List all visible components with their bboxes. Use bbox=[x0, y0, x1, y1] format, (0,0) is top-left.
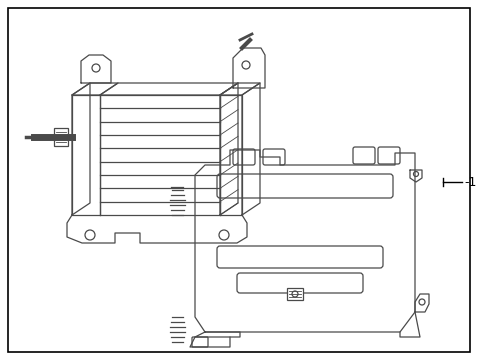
FancyBboxPatch shape bbox=[263, 149, 285, 165]
FancyBboxPatch shape bbox=[353, 147, 375, 164]
FancyBboxPatch shape bbox=[233, 149, 255, 165]
FancyBboxPatch shape bbox=[237, 273, 363, 293]
FancyBboxPatch shape bbox=[378, 147, 400, 164]
Bar bbox=[54, 128, 68, 146]
FancyBboxPatch shape bbox=[217, 174, 393, 198]
FancyBboxPatch shape bbox=[217, 246, 383, 268]
Bar bbox=[287, 288, 303, 300]
Text: -1: -1 bbox=[464, 176, 476, 189]
FancyBboxPatch shape bbox=[192, 337, 208, 347]
